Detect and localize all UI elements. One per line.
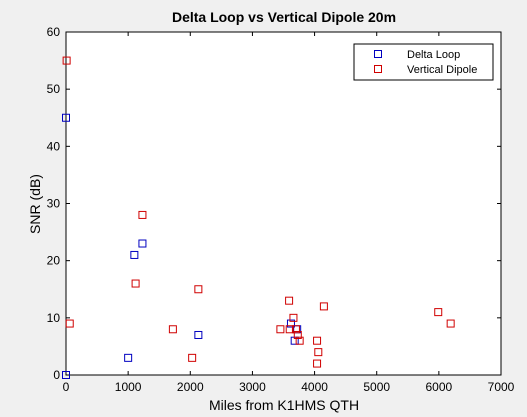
delta-loop-point — [138, 239, 147, 248]
y-tick-label: 0 — [53, 368, 60, 382]
vertical-dipole-point — [446, 319, 455, 328]
vertical-dipole-point — [289, 313, 298, 322]
vertical-dipole-point — [65, 319, 74, 328]
legend-marker-delta-loop — [374, 50, 382, 58]
y-tick-label: 40 — [47, 139, 61, 153]
x-tick-label: 5000 — [363, 380, 390, 394]
vertical-dipole-point — [293, 330, 302, 339]
delta-loop-point — [286, 319, 295, 328]
vertical-dipole-point — [285, 325, 294, 334]
x-tick-label: 1000 — [115, 380, 142, 394]
delta-loop-point — [130, 250, 139, 259]
x-tick-label: 3000 — [239, 380, 266, 394]
x-tick-label: 7000 — [488, 380, 515, 394]
delta-loop-point — [62, 113, 70, 122]
vertical-dipole-point — [291, 325, 300, 334]
x-axis-label: Miles from K1HMS QTH — [209, 397, 359, 413]
vertical-dipole-point — [313, 359, 322, 368]
delta-loop-point — [124, 353, 133, 362]
vertical-dipole-point — [285, 296, 294, 305]
vertical-dipole-point — [168, 325, 177, 334]
x-axis: 0 1000 2000 3000 4000 5000 6000 7000 — [63, 32, 515, 394]
data-markers — [62, 56, 455, 379]
y-axis-label: SNR (dB) — [27, 174, 43, 234]
x-tick-label: 0 — [63, 380, 70, 394]
vertical-dipole-point — [138, 210, 147, 219]
vertical-dipole-point — [313, 336, 322, 345]
vertical-dipole-point — [295, 336, 304, 345]
vertical-dipole-point — [314, 348, 323, 357]
y-tick-label: 50 — [47, 82, 61, 96]
legend-label-delta-loop: Delta Loop — [407, 49, 460, 61]
legend: Delta Loop Vertical Dipole — [353, 43, 494, 81]
legend-label-vertical-dipole: Vertical Dipole — [407, 64, 477, 76]
legend-marker-vertical-dipole — [374, 65, 382, 73]
chart-title: Delta Loop vs Vertical Dipole 20m — [172, 9, 396, 25]
y-tick-label: 10 — [47, 311, 61, 325]
x-tick-label: 6000 — [426, 380, 453, 394]
y-tick-label: 20 — [47, 254, 61, 268]
vertical-dipole-point — [62, 56, 71, 65]
vertical-dipole-point — [131, 279, 140, 288]
plot-area — [65, 31, 502, 376]
vertical-dipole-point — [194, 285, 203, 294]
y-tick-label: 60 — [47, 25, 61, 39]
x-tick-label: 4000 — [301, 380, 328, 394]
vertical-dipole-point — [434, 308, 443, 317]
delta-loop-point — [62, 371, 70, 379]
x-tick-label: 2000 — [177, 380, 204, 394]
y-axis: 0 10 20 30 40 50 60 — [47, 25, 501, 382]
vertical-dipole-point — [276, 325, 285, 334]
vertical-dipole-point — [319, 302, 328, 311]
delta-loop-point — [194, 330, 203, 339]
vertical-dipole-point — [188, 353, 197, 362]
y-tick-label: 30 — [47, 197, 61, 211]
